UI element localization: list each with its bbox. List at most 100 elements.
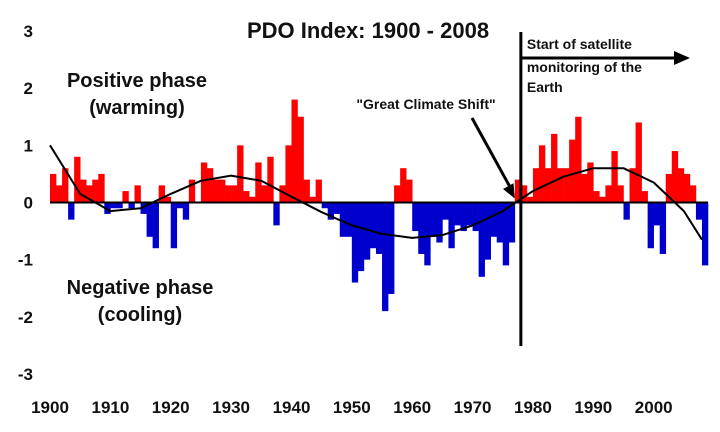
negative-index-bar	[472, 202, 479, 232]
positive-index-bar	[56, 185, 63, 203]
positive-index-bar	[86, 185, 93, 203]
positive-index-bar	[122, 191, 129, 203]
x-tick-label: 1940	[273, 398, 311, 417]
positive-index-bar	[279, 185, 286, 203]
positive-index-bar	[309, 196, 316, 203]
positive-index-bar	[92, 179, 99, 203]
positive-index-bar	[545, 168, 552, 203]
positive-index-bar	[303, 179, 310, 203]
great-climate-shift-label: "Great Climate Shift"	[356, 96, 495, 112]
negative-index-bar	[418, 202, 425, 254]
negative-index-bar	[412, 202, 419, 232]
x-tick-label: 1920	[152, 398, 190, 417]
x-tick-label: 1980	[514, 398, 552, 417]
negative-index-bar	[460, 202, 467, 232]
positive-index-bar	[587, 162, 594, 203]
positive-phase-label: Positive phase	[67, 70, 207, 92]
positive-index-bar	[158, 185, 165, 203]
negative-index-bar	[653, 202, 661, 226]
positive-index-bar	[243, 191, 250, 203]
great-climate-shift-arrowhead	[503, 183, 515, 199]
negative-index-bar	[363, 202, 371, 260]
negative-index-bar	[128, 202, 135, 209]
x-tick-label: 1970	[454, 398, 492, 417]
positive-index-bar	[255, 162, 262, 203]
x-tick-label: 1930	[212, 398, 250, 417]
positive-index-bar	[98, 173, 105, 203]
y-tick-label: 1	[24, 136, 33, 155]
positive-index-bar	[297, 116, 304, 203]
satellite-label-line-2: monitoring of the	[527, 59, 642, 75]
y-tick-label: -3	[18, 365, 33, 384]
positive-index-bar	[206, 168, 214, 203]
y-tick-label: -1	[18, 251, 33, 270]
great-climate-shift-arrow	[470, 117, 513, 190]
positive-index-bar	[394, 185, 401, 203]
negative-index-bar	[104, 202, 111, 214]
negative-index-bar	[182, 202, 190, 220]
positive-index-bar	[635, 122, 642, 203]
positive-index-bar	[629, 168, 636, 203]
negative-index-bar	[454, 202, 461, 226]
satellite-label-line-1: Start of satellite	[527, 36, 632, 52]
positive-index-bar	[599, 196, 606, 203]
positive-index-bar	[80, 179, 87, 203]
negative-index-bar	[351, 202, 359, 283]
positive-index-bar	[569, 139, 576, 203]
positive-index-bar	[593, 191, 600, 203]
positive-index-bar	[164, 196, 172, 203]
positive-index-bar	[406, 179, 413, 203]
positive-index-bar	[315, 179, 322, 203]
satellite-label-line-3: Earth	[527, 79, 563, 95]
negative-index-bar	[478, 202, 485, 277]
negative-index-bar	[496, 202, 504, 243]
positive-index-bar	[581, 173, 588, 203]
negative-index-bar	[490, 202, 498, 237]
positive-index-bar	[677, 168, 685, 203]
negative-index-bar	[623, 202, 630, 220]
positive-index-bar	[291, 99, 298, 203]
positive-index-bar	[526, 196, 534, 203]
negative-index-bar	[176, 202, 184, 209]
positive-index-bar	[689, 185, 697, 203]
negative-index-bar	[146, 202, 153, 237]
positive-index-bar	[557, 168, 564, 203]
negative-index-bar	[448, 202, 455, 249]
smoothed-cycle-curve	[49, 144, 703, 241]
negative-index-bar	[68, 202, 75, 220]
negative-index-bar	[436, 202, 443, 243]
positive-index-bar	[134, 185, 141, 203]
negative-index-bar	[357, 202, 365, 272]
negative-index-bar	[484, 202, 491, 260]
positive-index-bar	[261, 185, 268, 203]
positive-index-bar	[605, 185, 612, 203]
positive-index-bar	[285, 145, 292, 203]
positive-index-bar	[514, 179, 522, 203]
negative-index-bar	[695, 202, 703, 220]
positive-index-bar	[563, 168, 570, 203]
positive-index-bar	[212, 179, 220, 203]
x-tick-label: 1990	[574, 398, 612, 417]
positive-index-bar	[617, 185, 624, 203]
negative-index-bar	[466, 202, 473, 226]
negative-index-bar	[333, 202, 341, 214]
positive-index-bar	[219, 179, 226, 203]
y-tick-label: 3	[24, 22, 33, 41]
negative-index-bar	[502, 202, 510, 266]
x-tick-label: 1900	[31, 398, 69, 417]
negative-index-bar	[382, 202, 389, 312]
y-tick-label: 2	[24, 79, 33, 98]
x-tick-label: 1910	[91, 398, 129, 417]
y-tick-label: 0	[24, 194, 33, 213]
positive-index-bar	[188, 179, 196, 203]
chart-title: PDO Index: 1900 - 2008	[247, 18, 489, 43]
satellite-arrowhead	[674, 51, 690, 65]
negative-index-bar	[375, 202, 383, 254]
negative-index-bar	[116, 202, 123, 209]
negative-index-bar	[170, 202, 178, 249]
positive-index-bar	[683, 173, 691, 203]
negative-index-bar	[140, 202, 147, 214]
axis-ticks: 1900 1910 1920 1930 1940 1950 1960 1970 1980 1990…	[18, 22, 673, 417]
